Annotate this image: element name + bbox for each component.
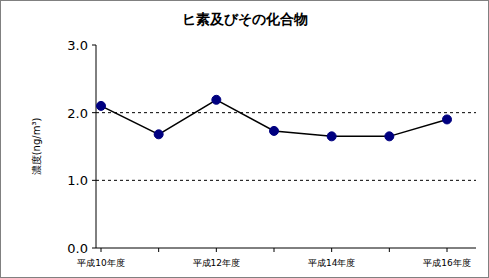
chart-border	[1, 1, 489, 278]
x-tick	[274, 248, 275, 252]
y-tick-label: 0.0	[67, 241, 88, 256]
x-tick	[331, 248, 332, 252]
grid-line	[96, 180, 476, 181]
data-point	[270, 126, 279, 135]
chart: ヒ素及びその化合物 0.0 1.0 2.0 3.0 濃度(ng/m³) 平成10年度 平成12…	[0, 0, 489, 278]
x-tick	[216, 248, 217, 252]
y-tick-label: 1.0	[67, 173, 88, 188]
y-axis-label: 濃度(ng/m³)	[31, 118, 42, 176]
x-tick	[389, 248, 390, 252]
x-axis	[96, 248, 476, 249]
x-tick	[158, 248, 159, 252]
data-point	[327, 132, 336, 141]
plot-area	[97, 95, 452, 141]
grid-line	[96, 112, 476, 113]
y-tick	[92, 112, 96, 113]
x-tick	[101, 248, 102, 252]
y-tick	[92, 248, 96, 249]
x-tick-label: 平成16年度	[423, 258, 470, 268]
x-tick	[447, 248, 448, 252]
data-point	[97, 101, 106, 110]
y-tick-label: 3.0	[67, 38, 88, 53]
x-tick-label: 平成10年度	[77, 258, 124, 268]
title: ヒ素及びその化合物	[182, 11, 308, 27]
y-tick	[92, 180, 96, 181]
x-tick-label: 平成12年度	[193, 258, 240, 268]
y-axis	[96, 45, 97, 248]
data-point	[443, 115, 452, 124]
data-point	[385, 132, 394, 141]
y-tick	[92, 45, 96, 46]
data-line	[101, 100, 447, 137]
x-tick-label: 平成14年度	[308, 258, 355, 268]
y-tick-label: 2.0	[67, 106, 88, 121]
data-point	[154, 130, 163, 139]
data-point	[212, 95, 221, 104]
